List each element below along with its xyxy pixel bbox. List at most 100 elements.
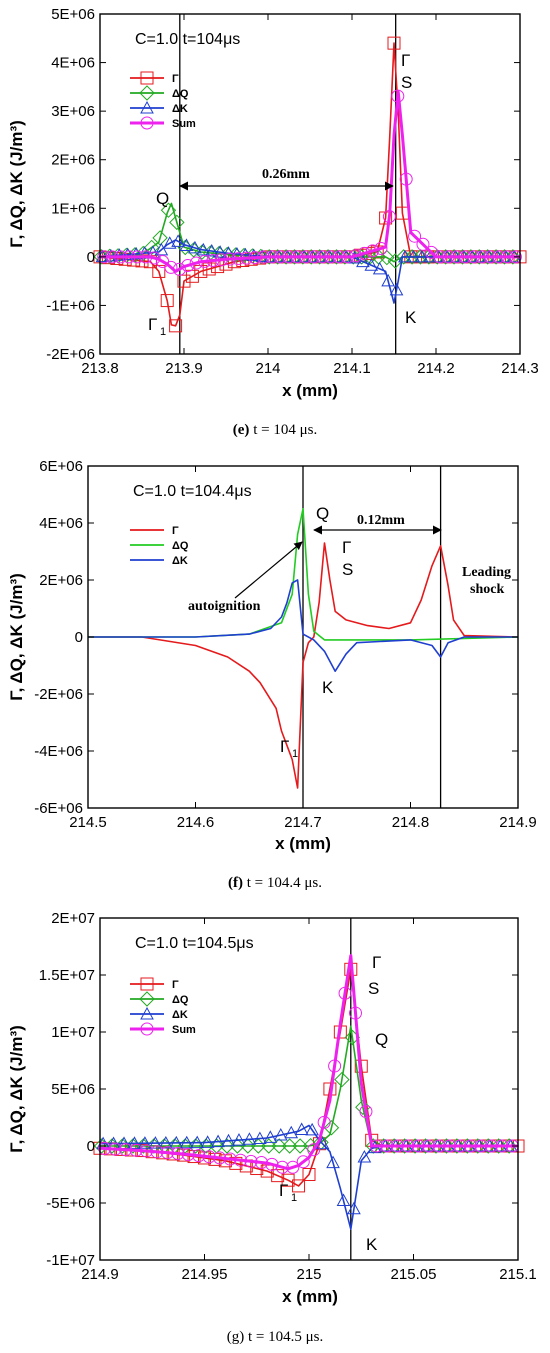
data-point [248, 251, 262, 265]
data-point [401, 1139, 415, 1153]
data-point [357, 246, 371, 260]
data-point [364, 258, 379, 271]
data-point [470, 1138, 486, 1154]
data-point [101, 248, 118, 265]
gamma1-subscript: 1 [291, 1192, 297, 1204]
series-markers-3 [97, 89, 522, 276]
legend-label: ΔK [172, 555, 188, 567]
data-point [396, 1138, 413, 1154]
x-axis-label: x (mm) [282, 1287, 338, 1306]
x-axis-label: x (mm) [282, 381, 338, 400]
legend: Γ ΔQ ΔK Sum [130, 71, 196, 130]
y-tick-label: 6E+06 [39, 458, 83, 475]
data-point [398, 249, 412, 263]
data-point [196, 242, 211, 256]
data-point [179, 238, 194, 251]
data-point [223, 1152, 237, 1166]
data-point [433, 250, 447, 264]
data-point [380, 1139, 394, 1153]
data-point [189, 256, 203, 270]
data-point [202, 262, 216, 276]
data-point [328, 1059, 342, 1073]
caption-e: (e) t = 104 μs. [233, 422, 317, 438]
data-point [271, 1169, 285, 1183]
legend-label: ΔK [172, 1009, 188, 1021]
data-point [152, 264, 166, 278]
plot-frame [99, 13, 521, 355]
s-label: S [368, 979, 379, 998]
data-point [198, 254, 212, 268]
data-point [148, 1136, 163, 1149]
data-point [414, 249, 429, 263]
data-point [234, 1153, 248, 1167]
data-point [231, 252, 245, 266]
data-point [324, 250, 338, 264]
data-point [374, 241, 388, 255]
data-point [422, 1139, 436, 1153]
x-tick-label: 214.5 [69, 814, 107, 831]
data-point [281, 1138, 298, 1154]
data-point [500, 250, 514, 264]
legend-marker [139, 991, 155, 1007]
q-label: Q [375, 1030, 388, 1049]
data-point [171, 1147, 185, 1161]
data-point [122, 250, 136, 264]
series-line-2 [88, 579, 518, 673]
data-point [399, 172, 413, 186]
data-point [386, 1138, 402, 1154]
y-tick-label: 1E+06 [51, 200, 95, 217]
y-tick-label: 2E+06 [39, 572, 83, 589]
data-point [177, 274, 191, 288]
data-point [204, 244, 219, 257]
k-label: K [366, 1235, 378, 1254]
legend-label: Γ [172, 525, 179, 537]
data-point [332, 250, 346, 264]
data-point [172, 262, 186, 276]
data-point [160, 294, 174, 308]
data-point [229, 1138, 246, 1154]
x-tick-label: 214.7 [284, 814, 322, 831]
data-point [382, 210, 396, 224]
data-point [459, 1138, 476, 1154]
legend-marker [140, 116, 154, 130]
data-point [240, 1138, 256, 1154]
chart-title: C=1.0 t=104.5μs [135, 935, 254, 952]
y-tick-label: 4E+06 [39, 515, 83, 532]
data-point [326, 1155, 340, 1169]
data-point [232, 1133, 246, 1146]
data-point [305, 1122, 319, 1136]
data-point [355, 1099, 371, 1115]
legend-label: Sum [172, 118, 196, 130]
x-tick-label: 214.95 [182, 1266, 228, 1283]
k-label: K [322, 678, 334, 697]
data-point [387, 36, 401, 50]
x-tick-label: 215.05 [391, 1266, 437, 1283]
data-point [171, 234, 185, 247]
data-point [242, 1132, 257, 1145]
gamma1-label: Γ [280, 737, 289, 756]
legend-marker [140, 100, 154, 114]
data-point [302, 1168, 316, 1181]
data-point [112, 248, 127, 261]
data-point [466, 250, 480, 264]
data-point [120, 247, 135, 261]
data-point [417, 1138, 434, 1154]
x-tick-label: 213.9 [165, 360, 203, 377]
series-line-0 [88, 542, 519, 789]
series-line-0 [99, 42, 520, 327]
data-point [379, 249, 395, 266]
data-point [147, 251, 161, 265]
data-point [169, 214, 185, 231]
data-point [221, 1133, 236, 1147]
y-tick-label: 5E+06 [51, 6, 95, 23]
data-point [213, 245, 227, 258]
data-point [273, 250, 287, 264]
data-point [158, 1135, 173, 1149]
data-point [449, 1138, 465, 1154]
data-point [298, 250, 312, 264]
data-point [98, 1142, 112, 1156]
data-point [357, 1150, 372, 1163]
data-point [265, 250, 279, 264]
data-point [475, 250, 489, 264]
y-tick-label: -1E+06 [46, 297, 95, 314]
